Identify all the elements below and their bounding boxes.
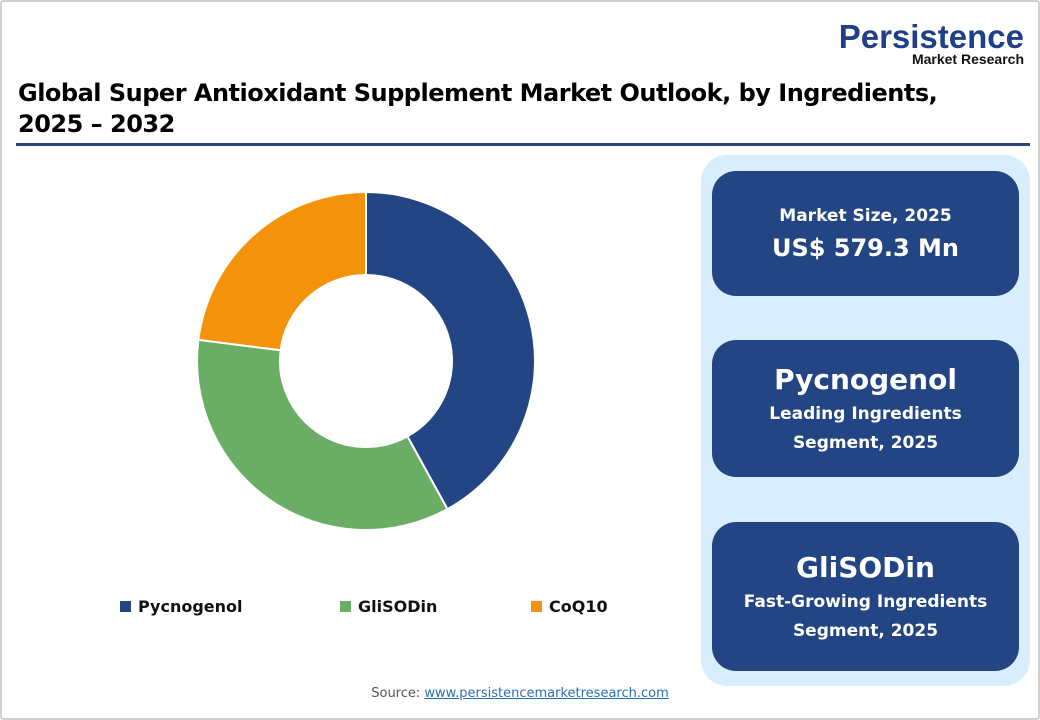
fastest-growing-card: GliSODin Fast-Growing Ingredients Segmen… (712, 522, 1019, 671)
chart-legend: Pycnogenol GliSODin CoQ10 (120, 597, 640, 619)
market-size-card: Market Size, 2025 US$ 579.3 Mn (712, 171, 1019, 296)
chart-title-line1: Global Super Antioxidant Supplement Mark… (18, 79, 938, 107)
chart-title-line2: 2025 – 2032 (18, 110, 175, 138)
logo-main-text: Persistence (838, 18, 1024, 55)
fastest-growing-line2: Segment, 2025 (792, 620, 939, 641)
source-note: Source: www.persistencemarketresearch.co… (0, 686, 1040, 701)
market-size-label: Market Size, 2025 (779, 206, 952, 226)
legend-swatch-icon (340, 601, 351, 612)
chart-title: Global Super Antioxidant Supplement Mark… (18, 78, 998, 140)
legend-label: Pycnogenol (138, 597, 243, 616)
legend-swatch-icon (120, 601, 131, 612)
legend-item-coq10: CoQ10 (531, 597, 608, 616)
source-label: Source: (371, 686, 421, 701)
donut-slice-coq10 (197, 190, 367, 352)
leading-segment-card: Pycnogenol Leading Ingredients Segment, … (712, 340, 1019, 477)
legend-swatch-icon (531, 601, 542, 612)
legend-item-pycnogenol: Pycnogenol (120, 597, 243, 616)
donut-chart-svg (196, 190, 536, 531)
leading-segment-name: Pycnogenol (774, 362, 957, 396)
logo-sub-text: Market Research (911, 51, 1024, 67)
donut-slice-glisodin (196, 338, 449, 531)
source-link[interactable]: www.persistencemarketresearch.com (424, 686, 669, 701)
legend-label: CoQ10 (549, 597, 608, 616)
donut-chart (190, 185, 542, 537)
fastest-growing-line1: Fast-Growing Ingredients (743, 591, 988, 612)
donut-slice-pycnogenol (365, 190, 536, 511)
legend-item-glisodin: GliSODin (340, 597, 437, 616)
fastest-growing-name: GliSODin (796, 550, 935, 584)
title-divider (16, 143, 1030, 146)
leading-segment-line2: Segment, 2025 (792, 432, 939, 453)
market-size-value: US$ 579.3 Mn (771, 234, 960, 262)
leading-segment-line1: Leading Ingredients (769, 403, 962, 424)
persistence-logo: Persistence Market Research (839, 20, 1024, 66)
legend-label: GliSODin (358, 597, 438, 616)
